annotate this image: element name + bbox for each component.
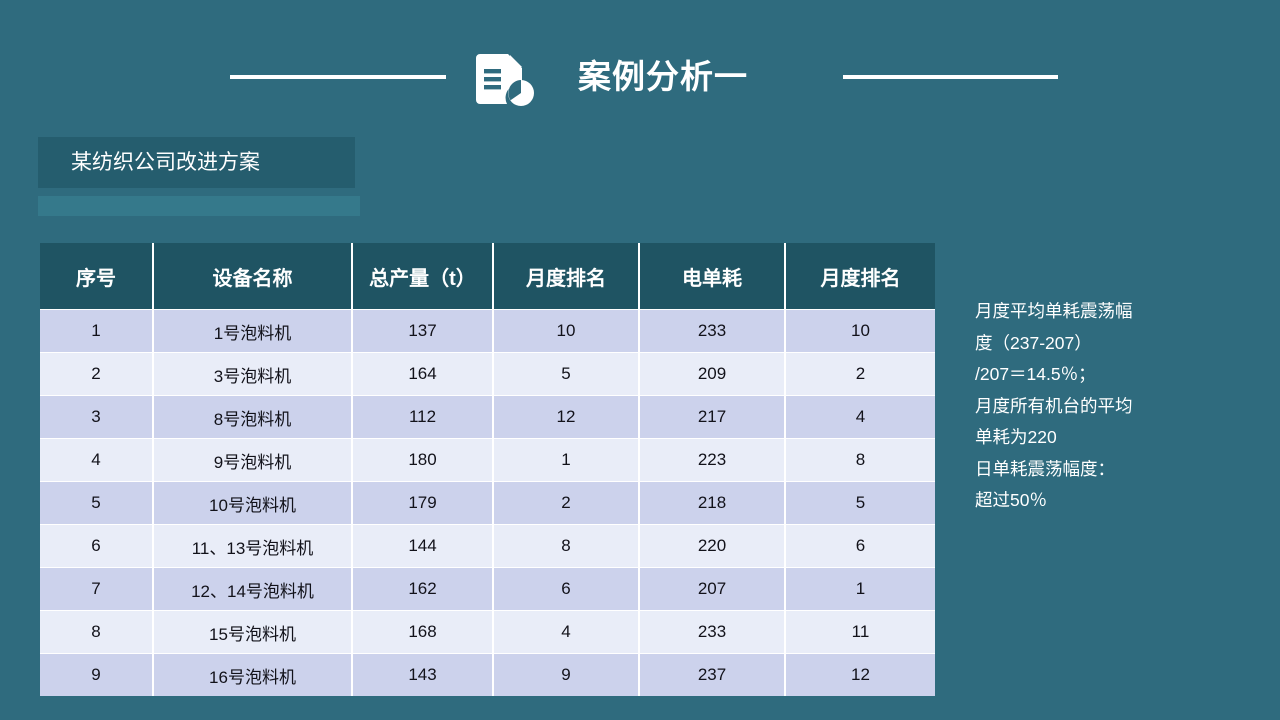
table-row: 7 12、14号泡料机 162 6 207 1	[38, 567, 937, 611]
cell-output: 112	[351, 395, 494, 439]
analysis-note-line: 日单耗震荡幅度：	[975, 458, 1115, 479]
column-header-device: 设备名称	[152, 243, 353, 310]
cell-device: 1号泡料机	[152, 309, 353, 353]
table-row: 4 9号泡料机 180 1 223 8	[38, 438, 937, 482]
cell-device: 12、14号泡料机	[152, 567, 353, 611]
cell-output-rank: 1	[492, 438, 640, 482]
analysis-note-line: 月度所有机台的平均	[975, 395, 1133, 416]
cell-output-rank: 4	[492, 610, 640, 654]
table-row: 9 16号泡料机 143 9 237 12	[38, 653, 937, 699]
slide-header: 案例分析一	[0, 0, 1280, 130]
cell-device: 15号泡料机	[152, 610, 353, 654]
subtitle-box: 某纺织公司改进方案	[38, 137, 355, 188]
cell-unit-power: 218	[638, 481, 786, 525]
cell-unit-power: 237	[638, 653, 786, 699]
horizontal-rule-left-icon	[230, 75, 446, 79]
cell-output-rank: 12	[492, 395, 640, 439]
cell-power-rank: 11	[784, 610, 937, 654]
cell-power-rank: 6	[784, 524, 937, 568]
cell-output: 179	[351, 481, 494, 525]
cell-output: 164	[351, 352, 494, 396]
cell-output-rank: 2	[492, 481, 640, 525]
cell-device: 16号泡料机	[152, 653, 353, 699]
table-row: 6 11、13号泡料机 144 8 220 6	[38, 524, 937, 568]
analysis-note-line: /207＝14.5％；	[975, 364, 1096, 384]
cell-output: 162	[351, 567, 494, 611]
cell-unit-power: 220	[638, 524, 786, 568]
analysis-note-line: 月度平均单耗震荡幅	[975, 301, 1133, 321]
analysis-note-line: 度（237-207）	[975, 332, 1092, 353]
cell-power-rank: 10	[784, 309, 937, 353]
cell-output: 180	[351, 438, 494, 482]
column-header-output-rank: 月度排名	[492, 243, 640, 310]
cell-unit-power: 217	[638, 395, 786, 439]
cell-seq: 4	[38, 438, 154, 482]
analysis-note: 月度平均单耗震荡幅 度（237-207） /207＝14.5％； 月度所有机台的平均单…	[975, 296, 1215, 517]
cell-device: 8号泡料机	[152, 395, 353, 439]
cell-device: 11、13号泡料机	[152, 524, 353, 568]
analysis-note-line: 超过50％	[975, 490, 1047, 510]
table-row: 3 8号泡料机 112 12 217 4	[38, 395, 937, 439]
cell-output-rank: 10	[492, 309, 640, 353]
cell-output-rank: 9	[492, 653, 640, 699]
column-header-power-rank: 月度排名	[784, 243, 937, 310]
cell-power-rank: 2	[784, 352, 937, 396]
cell-output: 137	[351, 309, 494, 353]
cell-power-rank: 12	[784, 653, 937, 699]
horizontal-rule-right-icon	[843, 75, 1058, 79]
subtitle-label: 某纺织公司改进方案	[71, 151, 260, 174]
table-row: 2 3号泡料机 164 5 209 2	[38, 352, 937, 396]
cell-seq: 5	[38, 481, 154, 525]
cell-output: 143	[351, 653, 494, 699]
cell-seq: 7	[38, 567, 154, 611]
cell-seq: 9	[38, 653, 154, 699]
table-row: 8 15号泡料机 168 4 233 11	[38, 610, 937, 654]
cell-seq: 1	[38, 309, 154, 353]
cell-device: 10号泡料机	[152, 481, 353, 525]
cell-output: 168	[351, 610, 494, 654]
cell-seq: 6	[38, 524, 154, 568]
cell-seq: 3	[38, 395, 154, 439]
cell-output-rank: 6	[492, 567, 640, 611]
cell-unit-power: 233	[638, 610, 786, 654]
column-header-seq: 序号	[38, 243, 154, 310]
analysis-note-line: 单耗为220	[975, 427, 1057, 447]
cell-output-rank: 5	[492, 352, 640, 396]
equipment-data-table: 序号 设备名称 总产量（t） 月度排名 电单耗 月度排名 1 1号泡料机 137 10…	[38, 243, 937, 699]
table-row: 1 1号泡料机 137 10 233 10	[38, 309, 937, 353]
column-header-unit-power: 电单耗	[638, 243, 786, 310]
cell-seq: 8	[38, 610, 154, 654]
document-chart-icon	[474, 52, 538, 108]
page-title: 案例分析一	[578, 58, 748, 95]
cell-unit-power: 233	[638, 309, 786, 353]
cell-output-rank: 8	[492, 524, 640, 568]
subtitle-underbar	[38, 196, 360, 216]
cell-seq: 2	[38, 352, 154, 396]
cell-power-rank: 8	[784, 438, 937, 482]
cell-device: 9号泡料机	[152, 438, 353, 482]
cell-power-rank: 1	[784, 567, 937, 611]
cell-unit-power: 209	[638, 352, 786, 396]
cell-device: 3号泡料机	[152, 352, 353, 396]
cell-output: 144	[351, 524, 494, 568]
column-header-output: 总产量（t）	[351, 243, 494, 310]
cell-power-rank: 5	[784, 481, 937, 525]
table-header-row: 序号 设备名称 总产量（t） 月度排名 电单耗 月度排名	[38, 243, 937, 310]
cell-unit-power: 223	[638, 438, 786, 482]
cell-power-rank: 4	[784, 395, 937, 439]
cell-unit-power: 207	[638, 567, 786, 611]
table-row: 5 10号泡料机 179 2 218 5	[38, 481, 937, 525]
